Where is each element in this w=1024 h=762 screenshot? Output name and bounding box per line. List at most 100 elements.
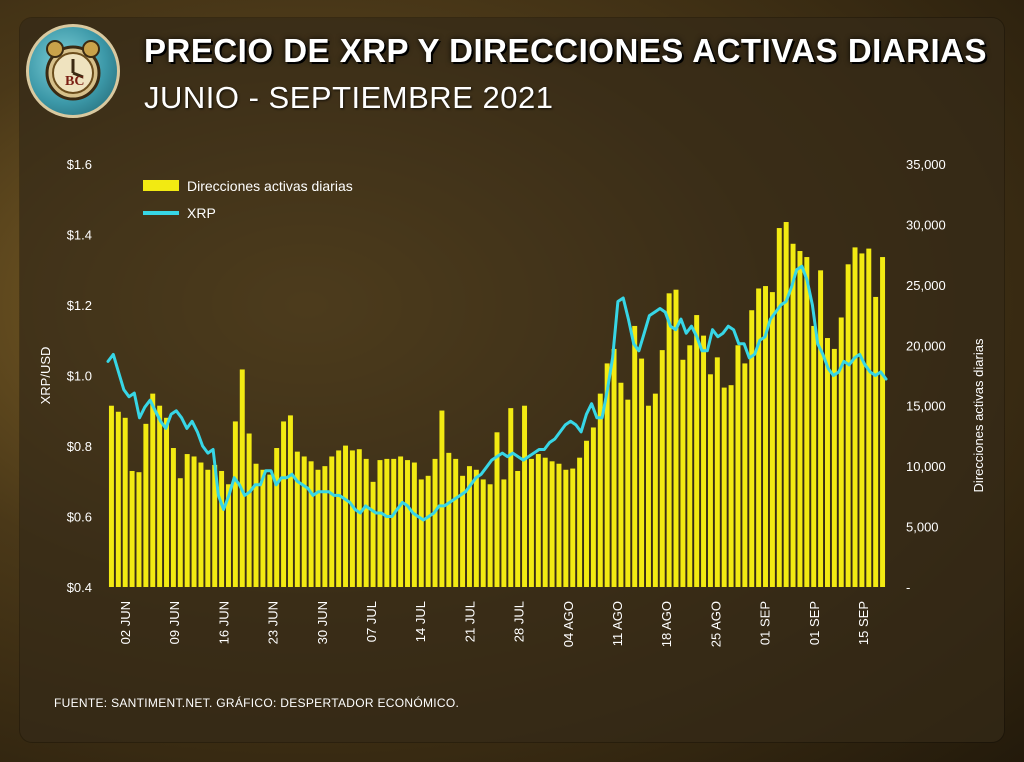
bar-daily-active-addresses [487, 484, 493, 587]
bar-daily-active-addresses [453, 458, 459, 587]
bar-daily-active-addresses [749, 310, 755, 587]
x-tick-label: 02 JUN [118, 601, 133, 644]
bar-daily-active-addresses [494, 432, 500, 587]
chart-title: PRECIO DE XRP Y DIRECCIONES ACTIVAS DIAR… [144, 32, 987, 69]
y-right-tick-label: - [906, 580, 910, 595]
bar-daily-active-addresses [184, 454, 190, 587]
logo-text: BC [65, 74, 84, 89]
bar-daily-active-addresses [267, 474, 273, 587]
x-tick-label: 07 JUL [364, 601, 379, 642]
y-left-tick-label: $0.4 [67, 580, 92, 595]
bar-daily-active-addresses [150, 393, 156, 587]
bar-daily-active-addresses [157, 405, 163, 587]
bar-daily-active-addresses [714, 357, 720, 587]
bar-daily-active-addresses [838, 317, 844, 587]
bar-daily-active-addresses [728, 385, 734, 587]
bar-daily-active-addresses [246, 433, 252, 587]
bar-daily-active-addresses [859, 253, 865, 587]
bar-daily-active-addresses [535, 454, 541, 587]
bar-daily-active-addresses [219, 470, 225, 587]
bar-daily-active-addresses [776, 228, 782, 588]
bar-daily-active-addresses [308, 461, 314, 587]
y-right-tick-label: 10,000 [906, 459, 946, 474]
bar-daily-active-addresses [439, 410, 445, 587]
bar-daily-active-addresses [611, 348, 617, 587]
chart-subtitle: JUNIO - SEPTIEMBRE 2021 [144, 80, 554, 115]
bar-daily-active-addresses [377, 460, 383, 587]
x-tick-label: 15 SEP [856, 601, 871, 645]
bar-daily-active-addresses [398, 456, 404, 587]
bar-daily-active-addresses [804, 257, 810, 587]
bar-daily-active-addresses [659, 350, 665, 587]
bar-daily-active-addresses [212, 464, 218, 587]
bar-daily-active-addresses [281, 421, 287, 587]
bar-daily-active-addresses [418, 479, 424, 587]
bar-series [108, 222, 886, 588]
alarm-clock-icon: BC [45, 40, 101, 101]
x-tick-label: 25 AGO [708, 601, 723, 647]
bar-daily-active-addresses [707, 374, 713, 587]
bar-daily-active-addresses [694, 315, 700, 587]
bar-daily-active-addresses [466, 466, 472, 587]
logo: BC [26, 24, 120, 118]
bar-daily-active-addresses [831, 348, 837, 587]
bar-daily-active-addresses [274, 448, 280, 587]
bar-daily-active-addresses [632, 325, 638, 587]
y-left-tick-label: $0.8 [67, 439, 92, 454]
x-tick-label: 23 JUN [266, 601, 281, 644]
bar-daily-active-addresses [645, 405, 651, 587]
bar-daily-active-addresses [570, 468, 576, 587]
bar-daily-active-addresses [287, 415, 293, 587]
bar-daily-active-addresses [329, 456, 335, 587]
bar-daily-active-addresses [205, 469, 211, 587]
bar-daily-active-addresses [384, 458, 390, 587]
bar-daily-active-addresses [604, 363, 610, 587]
bar-daily-active-addresses [253, 463, 259, 587]
bar-daily-active-addresses [322, 466, 328, 587]
x-tick-label: 01 SEP [807, 601, 822, 645]
bar-daily-active-addresses [845, 264, 851, 587]
bar-daily-active-addresses [226, 484, 231, 587]
bar-daily-active-addresses [501, 479, 507, 587]
chart-svg: $0.4 $0.6 $0.8 $1.0 $1.2 $1.4 $1.6 - 5,000 10,000… [38, 157, 986, 647]
bar-daily-active-addresses [473, 469, 479, 587]
bar-daily-active-addresses [590, 427, 596, 587]
bar-daily-active-addresses [363, 458, 369, 587]
bar-daily-active-addresses [232, 421, 238, 587]
bar-daily-active-addresses [701, 335, 707, 587]
y-left-tick-label: $1.6 [67, 157, 92, 172]
bar-daily-active-addresses [260, 469, 266, 587]
bar-daily-active-addresses [797, 251, 803, 587]
bar-daily-active-addresses [618, 382, 624, 587]
bar-daily-active-addresses [446, 452, 452, 587]
bar-daily-active-addresses [563, 469, 569, 587]
bar-daily-active-addresses [336, 450, 342, 587]
bar-daily-active-addresses [652, 393, 658, 587]
y-right-tick-label: 20,000 [906, 338, 946, 353]
bar-daily-active-addresses [735, 345, 741, 587]
x-tick-label: 18 AGO [659, 601, 674, 647]
bar-daily-active-addresses [239, 369, 245, 587]
bar-daily-active-addresses [783, 222, 789, 587]
bar-daily-active-addresses [301, 456, 307, 587]
bar-daily-active-addresses [356, 449, 362, 587]
bar-daily-active-addresses [790, 243, 796, 587]
source-note: FUENTE: SANTIMENT.NET. GRÁFICO: DESPERTA… [54, 696, 460, 710]
bar-daily-active-addresses [432, 458, 438, 587]
bar-daily-active-addresses [405, 460, 410, 587]
bar-daily-active-addresses [177, 478, 183, 587]
x-tick-label: 21 JUL [462, 601, 477, 642]
xrp-price-line [106, 264, 888, 522]
bar-daily-active-addresses [315, 469, 321, 587]
y-left-tick-label: $1.0 [67, 369, 92, 384]
bar-daily-active-addresses [108, 405, 114, 587]
bar-daily-active-addresses [818, 270, 824, 587]
bar-daily-active-addresses [852, 247, 858, 587]
bar-daily-active-addresses [425, 475, 431, 587]
bar-daily-active-addresses [577, 457, 583, 587]
bar-daily-active-addresses [198, 462, 204, 587]
x-tick-label: 16 JUN [216, 601, 231, 644]
bar-daily-active-addresses [873, 296, 879, 587]
bar-daily-active-addresses [391, 458, 397, 587]
bar-daily-active-addresses [673, 289, 679, 587]
